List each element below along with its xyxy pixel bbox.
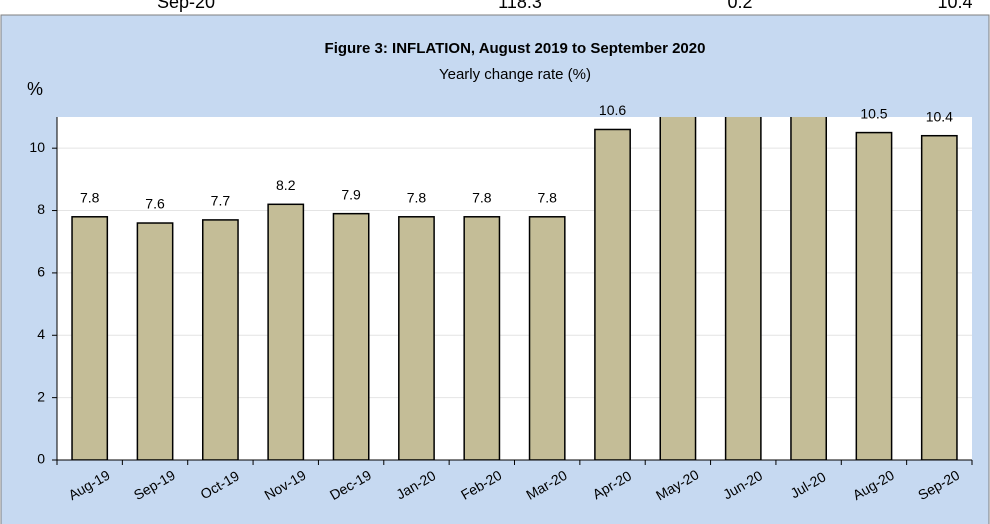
y-tick-label: 10	[29, 139, 45, 155]
value-label: 7.8	[80, 189, 100, 205]
value-label: 10.5	[860, 105, 887, 121]
value-label: 7.8	[537, 189, 557, 205]
bar	[71, 216, 109, 460]
bar	[790, 117, 828, 460]
bar	[136, 222, 174, 460]
y-tick-label: 6	[37, 264, 45, 280]
value-label: 7.7	[211, 193, 231, 209]
bar	[920, 134, 958, 460]
y-tick-label: 8	[37, 201, 45, 217]
bar	[398, 216, 435, 460]
y-tick-label: 2	[37, 388, 45, 404]
table-cell: 0.2	[727, 0, 752, 12]
value-label: 10.4	[926, 108, 953, 124]
bar	[528, 216, 566, 460]
y-axis-label: %	[27, 79, 43, 99]
table-cell: 10.4	[937, 0, 972, 12]
bar	[724, 117, 762, 460]
bar	[659, 117, 697, 460]
value-label: 7.8	[472, 189, 492, 205]
value-label: 7.8	[407, 189, 427, 205]
y-tick-label: 4	[37, 326, 45, 342]
bar	[332, 212, 370, 460]
chart-subtitle: Yearly change rate (%)	[439, 66, 591, 83]
value-label: 8.2	[276, 177, 296, 193]
table-cell: Sep-20	[157, 0, 215, 12]
value-label: 7.9	[341, 186, 361, 202]
bar	[855, 131, 893, 460]
value-label: 10.6	[599, 102, 626, 118]
chart-title: Figure 3: INFLATION, August 2019 to Sept…	[325, 40, 706, 57]
bars	[71, 117, 958, 460]
plot-area	[57, 117, 972, 460]
bar	[267, 203, 305, 460]
value-label: 7.6	[145, 196, 165, 212]
bar	[463, 216, 501, 460]
table-cell: 118.3	[498, 0, 542, 12]
y-tick-label: 0	[37, 451, 45, 467]
bar	[201, 219, 239, 460]
bar	[594, 128, 631, 460]
